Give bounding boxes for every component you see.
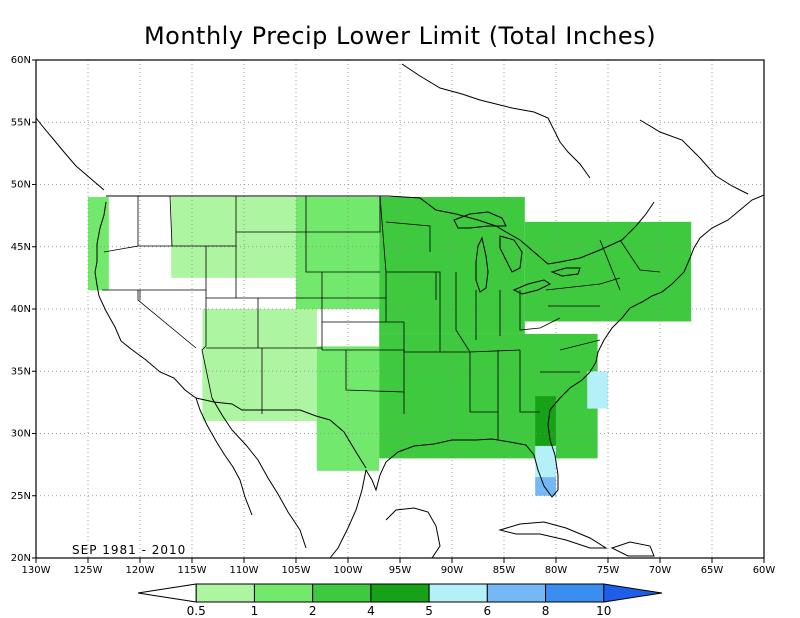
canada-border: [106, 195, 655, 265]
lat-tick-label: 35N: [11, 366, 31, 377]
mexico-gulf-coast: [329, 469, 367, 558]
lon-tick-label: 95W: [389, 565, 412, 576]
lon-tick-label: 65W: [701, 565, 724, 576]
period-label: SEP 1981 - 2010: [72, 543, 186, 557]
legend-tick-label: 1: [251, 604, 259, 618]
lon-tick-label: 130W: [22, 565, 51, 576]
hudson-bay-coast: [401, 63, 591, 179]
lat-tick-label: 45N: [11, 242, 31, 253]
legend-tick-label: 0.5: [187, 604, 206, 618]
hispaniola: [610, 541, 655, 557]
lon-tick-label: 125W: [74, 565, 103, 576]
lon-tick-label: 90W: [441, 565, 464, 576]
precip-region-0: [88, 196, 109, 291]
legend-tick-label: 5: [425, 604, 433, 618]
baja-california: [195, 397, 253, 516]
legend-colorbar: [137, 583, 663, 603]
legend-swatch-8-10: [545, 583, 605, 603]
legend-swatch-4-5: [370, 583, 430, 603]
precip-region-8: [535, 396, 556, 446]
labrador-coast: [639, 119, 749, 195]
lon-tick-label: 100W: [334, 565, 363, 576]
atlantic-coast: [549, 194, 764, 411]
lon-tick-label: 115W: [178, 565, 207, 576]
latitude-tick-labels: 20N 25N 30N 35N 40N 45N 50N 55N 60N: [11, 55, 31, 564]
lat-tick-label: 25N: [11, 491, 31, 502]
lat-tick-label: 55N: [11, 117, 31, 128]
florida-peninsula: [525, 409, 559, 498]
precip-region-11: [535, 477, 556, 496]
lake-ontario: [550, 267, 581, 277]
lon-tick-label: 75W: [597, 565, 620, 576]
legend-swatch-0.5-1: [195, 583, 255, 603]
precip-region-3: [379, 196, 525, 334]
legend-tick-label: 2: [309, 604, 317, 618]
legend-swatch-6-8: [486, 583, 547, 603]
precip-region-9: [587, 371, 608, 409]
lat-tick-label: 40N: [11, 304, 31, 315]
us-mexico-border: [195, 397, 367, 469]
lake-michigan: [475, 236, 489, 293]
us-west-coast: [94, 201, 197, 399]
precip-region-5: [202, 309, 317, 422]
lat-tick-label: 50N: [11, 180, 31, 191]
lon-tick-label: 120W: [126, 565, 155, 576]
texas-gulf-coast: [365, 438, 527, 492]
legend-swatch-2-4: [312, 583, 372, 603]
legend-tick-labels: 0.5 1 2 4 5 6 8 10: [187, 604, 612, 618]
lon-tick-label: 80W: [545, 565, 568, 576]
lon-tick-label: 70W: [649, 565, 672, 576]
lon-tick-label: 110W: [230, 565, 259, 576]
alaska-bc-coast: [36, 117, 105, 191]
gulf-of-california-east: [211, 397, 307, 549]
legend-swatch-<0.5: [137, 583, 197, 603]
lake-superior: [453, 211, 507, 229]
legend-swatch-10+: [603, 583, 663, 603]
yucatan: [385, 507, 441, 558]
lake-erie: [512, 279, 551, 295]
lon-tick-label: 60W: [753, 565, 776, 576]
lat-tick-label: 60N: [11, 55, 31, 66]
state-borders: [102, 195, 661, 440]
lat-tick-label: 20N: [11, 553, 31, 564]
legend-swatch-5-6: [428, 583, 488, 603]
lake-huron: [499, 235, 523, 273]
axis-ticks: [32, 59, 765, 563]
legend-swatch-1-2: [253, 583, 314, 603]
precip-region-2: [296, 196, 380, 309]
gridlines: [36, 60, 764, 558]
precip-region-10: [535, 445, 556, 478]
legend-tick-label: 10: [596, 604, 611, 618]
legend-tick-label: 6: [484, 604, 492, 618]
lon-tick-label: 85W: [493, 565, 516, 576]
legend-tick-label: 8: [542, 604, 550, 618]
lon-tick-label: 105W: [282, 565, 311, 576]
map-title: Monthly Precip Lower Limit (Total Inches…: [143, 22, 657, 50]
longitude-tick-labels: 130W 125W 120W 115W 110W 105W 100W 95W 90W 85W 80W…: [22, 565, 776, 576]
coastlines-and-borders: [36, 63, 764, 558]
precip-region-1: [171, 196, 296, 278]
cuba: [498, 521, 608, 549]
lat-tick-label: 30N: [11, 429, 31, 440]
legend-tick-label: 4: [367, 604, 375, 618]
